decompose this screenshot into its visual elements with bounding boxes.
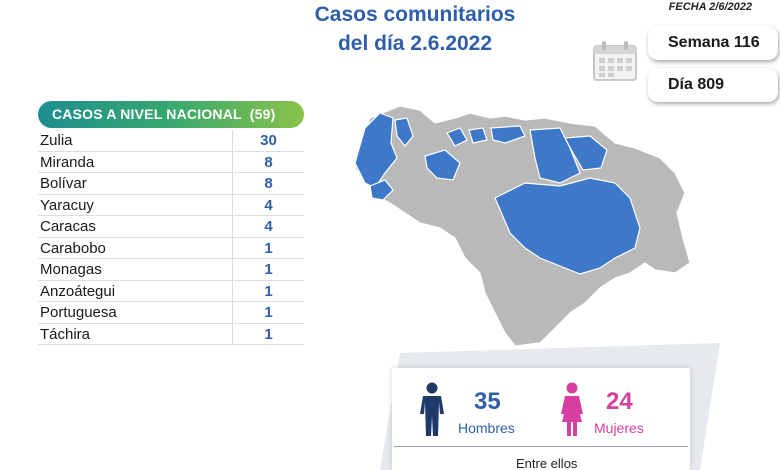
footer-text: Entre ellos: [516, 456, 578, 470]
women-count: 24: [606, 388, 633, 415]
date-label: FECHA 2/6/2022: [668, 1, 752, 13]
state-cases: 1: [232, 280, 304, 301]
map-anzoategui: [529, 127, 581, 184]
men-label: Hombres: [458, 420, 515, 436]
map-miranda: [490, 125, 526, 144]
state-name: Caracas: [40, 218, 96, 235]
state-name: Zulia: [40, 132, 73, 149]
state-cases: 4: [232, 216, 304, 237]
table-row: Miranda 8: [38, 151, 304, 173]
woman-icon: [561, 382, 583, 436]
title-line-1: Casos comunitarios: [314, 3, 516, 26]
state-name: Carabobo: [40, 239, 106, 257]
state-name: Portuguesa: [40, 304, 117, 321]
state-cases: 30: [232, 130, 304, 151]
state-cases: 8: [232, 151, 304, 172]
table-row: Portuguesa 1: [38, 302, 304, 324]
men-count: 35: [474, 388, 501, 415]
page-title: Casos comunitarios del día 2.6.2022: [270, 0, 560, 58]
state-cases: 1: [232, 323, 304, 344]
calendar-icon: [593, 41, 637, 81]
state-name: Táchira: [40, 325, 91, 343]
map-portuguesa: [424, 149, 461, 181]
state-name: Bolívar: [40, 175, 87, 192]
national-cases-heading: CASOS A NIVEL NACIONAL: [52, 106, 242, 122]
map-tachira: [369, 179, 394, 201]
state-cases: 1: [232, 259, 304, 280]
map-carabobo: [468, 127, 488, 144]
table-row: Anzoátegui 1: [38, 280, 304, 302]
state-name: Miranda: [40, 153, 95, 171]
week-badge: Semana 116: [648, 26, 778, 60]
state-name: Monagas: [40, 261, 102, 278]
table-row: Táchira 1: [38, 323, 304, 345]
title-line-2: del día 2.6.2022: [337, 32, 493, 55]
table-row: Yaracuy 4: [38, 194, 304, 216]
table-row: Monagas 1: [38, 259, 304, 281]
state-name: Anzoátegui: [40, 282, 116, 300]
national-cases-header: CASOS A NIVEL NACIONAL (59): [38, 101, 304, 128]
venezuela-map: [354, 105, 691, 347]
table-row: Zulia 30: [38, 130, 304, 152]
map-falcon: [394, 117, 414, 147]
table-row: Bolívar 8: [38, 173, 304, 195]
day-badge: Día 809: [648, 68, 778, 102]
national-cases-total: (59): [249, 106, 276, 122]
table-row: Caracas 4: [38, 216, 304, 238]
women-label: Mujeres: [594, 420, 644, 436]
man-icon: [420, 382, 444, 436]
state-cases: 1: [232, 237, 304, 258]
state-name: Yaracuy: [40, 196, 94, 214]
panel-divider: [394, 446, 688, 447]
cases-table: Zulia 30 Miranda 8 Bolívar 8 Yaracuy 4 Carac…: [38, 130, 304, 345]
state-cases: 1: [232, 302, 304, 323]
map-monagas: [564, 135, 608, 171]
map-yaracuy: [446, 127, 468, 147]
state-cases: 8: [232, 173, 304, 194]
table-row: Carabobo 1: [38, 237, 304, 259]
map-bolivar: [494, 177, 641, 275]
gender-panel: [392, 368, 690, 470]
state-cases: 4: [232, 194, 304, 215]
